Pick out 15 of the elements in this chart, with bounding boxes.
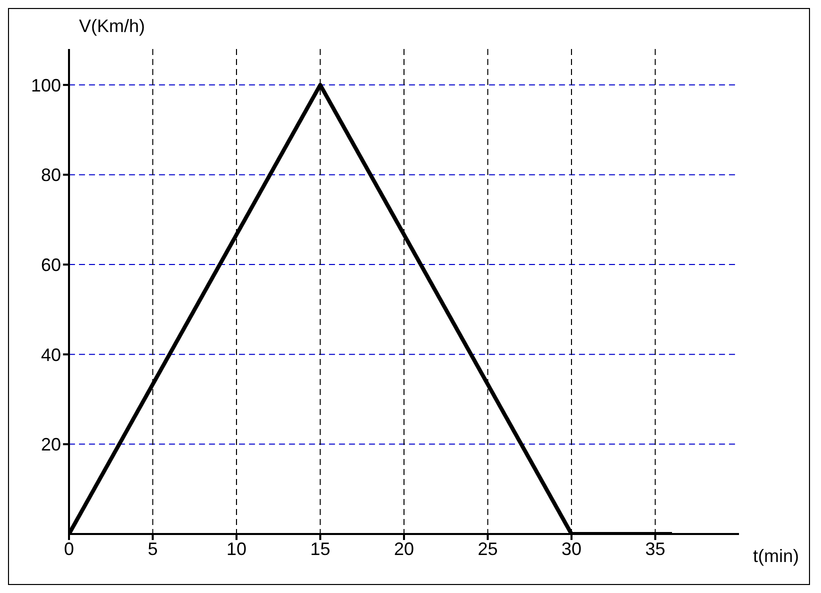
- x-tick-label: 30: [561, 538, 582, 559]
- y-tick-label: 40: [40, 344, 61, 365]
- y-tick-label: 60: [40, 254, 61, 275]
- y-tick-label: 100: [30, 75, 61, 96]
- x-tick-label: 15: [310, 538, 330, 559]
- y-axis-title: V(Km/h): [79, 16, 146, 36]
- x-tick-label: 10: [226, 538, 247, 559]
- x-tick-label: 5: [148, 538, 158, 559]
- x-tick-label: 0: [64, 538, 74, 559]
- x-tick-label: 35: [645, 538, 666, 559]
- x-axis-title: t(min): [753, 546, 799, 566]
- x-tick-label: 20: [394, 538, 414, 559]
- y-tick-label: 20: [40, 434, 61, 455]
- x-tick-label: 25: [478, 538, 498, 559]
- y-tick-label: 80: [40, 165, 61, 186]
